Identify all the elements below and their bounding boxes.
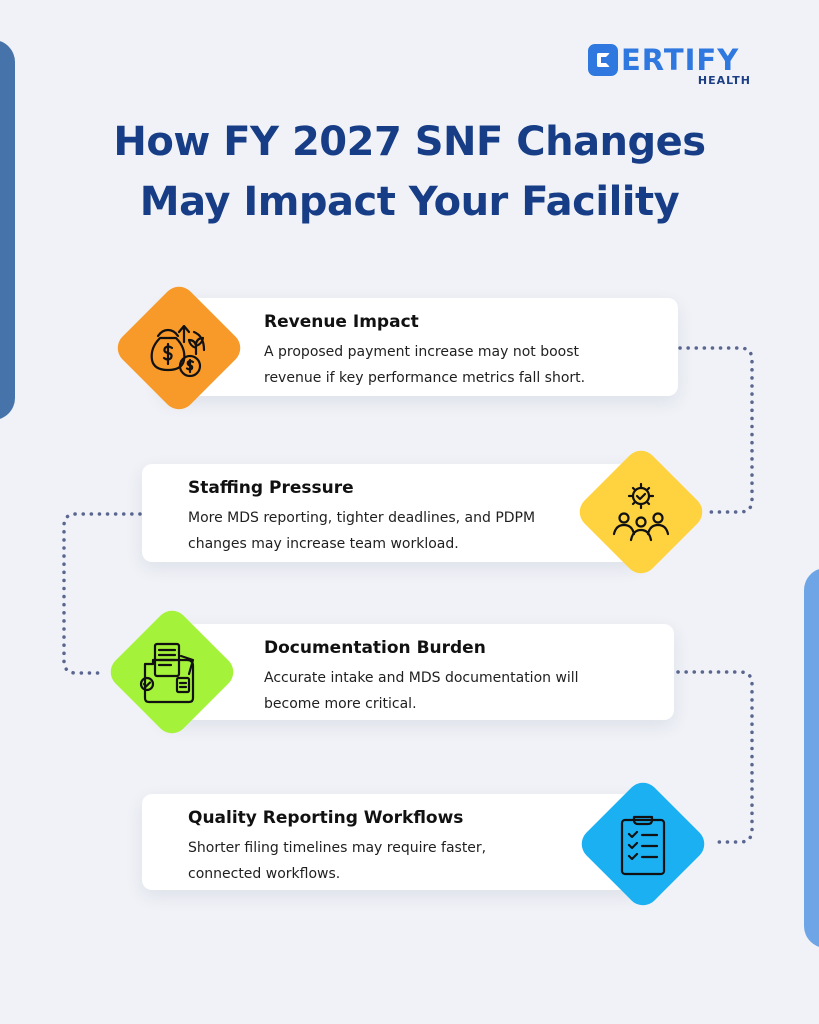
certify-health-logo: ERTIFY HEALTH: [588, 42, 763, 88]
staffing-pressure-line-2: changes may increase team workload.: [188, 536, 459, 552]
quality-reporting-line-2: connected workflows.: [188, 866, 341, 882]
revenue-impact-line-1: A proposed payment increase may not boos…: [264, 344, 580, 360]
left-accent-bar: [0, 40, 15, 420]
staffing-pressure-line-1: More MDS reporting, tighter deadlines, a…: [188, 510, 536, 526]
logo-wordmark: ERTIFY: [621, 43, 740, 77]
revenue-impact-heading: Revenue Impact: [264, 312, 419, 332]
right-accent-bar: [804, 568, 819, 948]
logo-subtitle: HEALTH: [697, 74, 751, 87]
team-gear-icon: [612, 482, 670, 542]
staffing-pressure-card: Staffing Pressure More MDS reporting, ti…: [142, 464, 642, 562]
documentation-burden-line-2: become more critical.: [264, 696, 417, 712]
document-folder-icon: [139, 642, 195, 704]
logo-mark-icon: [588, 44, 618, 76]
documentation-burden-heading: Documentation Burden: [264, 638, 486, 658]
money-bag-growth-icon: [150, 324, 206, 378]
staffing-pressure-heading: Staffing Pressure: [188, 478, 354, 498]
documentation-burden-line-1: Accurate intake and MDS documentation wi…: [264, 670, 579, 686]
title-line-2: May Impact Your Facility: [139, 179, 680, 225]
page-title: How FY 2027 SNF Changes May Impact Your …: [0, 112, 819, 232]
quality-reporting-line-1: Shorter filing timelines may require fas…: [188, 840, 487, 856]
clipboard-checklist-icon: [620, 815, 666, 876]
documentation-burden-card: Documentation Burden Accurate intake and…: [160, 624, 674, 720]
quality-reporting-heading: Quality Reporting Workflows: [188, 808, 464, 828]
revenue-impact-line-2: revenue if key performance metrics fall …: [264, 370, 586, 386]
revenue-impact-card: Revenue Impact A proposed payment increa…: [160, 298, 678, 396]
quality-reporting-card: Quality Reporting Workflows Shorter fili…: [142, 794, 642, 890]
title-line-1: How FY 2027 SNF Changes: [113, 119, 706, 165]
